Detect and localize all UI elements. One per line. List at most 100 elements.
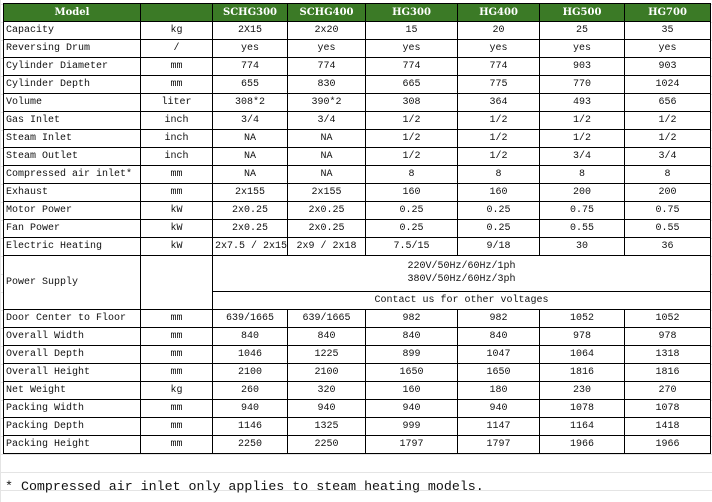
cell-value: 3/4 <box>287 111 366 130</box>
table-row: Exhaust mm 2x155 2x155 160 160 200 200 <box>3 183 711 202</box>
cell-value: 2x0.25 <box>287 201 366 220</box>
cell-value: 1052 <box>624 309 711 328</box>
cell-value: 2100 <box>212 363 288 382</box>
cell-value: 1047 <box>457 345 540 364</box>
table-row: Reversing Drum / yes yes yes yes yes yes <box>3 39 711 58</box>
table-row: Gas Inlet inch 3/4 3/4 1/2 1/2 1/2 1/2 <box>3 111 711 130</box>
cell-value: 1146 <box>212 417 288 436</box>
cell-value: 2x0.25 <box>212 201 288 220</box>
table-row: Volume liter 308*2 390*2 308 364 493 656 <box>3 93 711 112</box>
model-column-header: HG700 <box>624 3 711 22</box>
cell-value: 1/2 <box>365 147 458 166</box>
cell-value: 160 <box>365 183 458 202</box>
cell-value: 364 <box>457 93 540 112</box>
table-row: Cylinder Diameter mm 774 774 774 774 903 903 <box>3 57 711 76</box>
cell-value: 8 <box>457 165 540 184</box>
table-row: Packing Height mm 2250 2250 1797 1797 1966 1966 <box>3 435 711 454</box>
cell-value: 1078 <box>624 399 711 418</box>
row-unit: mm <box>140 57 213 76</box>
cell-value: 1/2 <box>539 111 625 130</box>
cell-value: yes <box>457 39 540 58</box>
cell-value: 656 <box>624 93 711 112</box>
cell-value: 2x0.25 <box>212 219 288 238</box>
row-label: Capacity <box>3 21 141 40</box>
cell-value: 903 <box>624 57 711 76</box>
cell-value: 1064 <box>539 345 625 364</box>
model-column-header: SCHG300 <box>212 3 288 22</box>
cell-value: 390*2 <box>287 93 366 112</box>
cell-value: 7.5/15 <box>365 237 458 256</box>
cell-value: 639/1665 <box>212 309 288 328</box>
row-unit: / <box>140 39 213 58</box>
cell-value: 20 <box>457 21 540 40</box>
cell-value: 3/4 <box>539 147 625 166</box>
cell-value: 2x155 <box>212 183 288 202</box>
table-row: Steam Outlet inch NA NA 1/2 1/2 3/4 3/4 <box>3 147 711 166</box>
cell-value: 830 <box>287 75 366 94</box>
row-unit: liter <box>140 93 213 112</box>
cell-value: 0.75 <box>624 201 711 220</box>
cell-value: 270 <box>624 381 711 400</box>
cell-value: 260 <box>212 381 288 400</box>
row-label: Overall Width <box>3 327 141 346</box>
row-label: Motor Power <box>3 201 141 220</box>
cell-value: 1078 <box>539 399 625 418</box>
cell-value: 200 <box>624 183 711 202</box>
cell-value: 0.25 <box>365 201 458 220</box>
model-column-header: HG500 <box>539 3 625 22</box>
cell-value: 1046 <box>212 345 288 364</box>
row-unit: kW <box>140 201 213 220</box>
cell-value: 1650 <box>365 363 458 382</box>
cell-value: 903 <box>539 57 625 76</box>
cell-value: 655 <box>212 75 288 94</box>
cell-value: 1816 <box>624 363 711 382</box>
cell-value: 1/2 <box>624 111 711 130</box>
row-label: Cylinder Depth <box>3 75 141 94</box>
cell-value: 1418 <box>624 417 711 436</box>
cell-value: 774 <box>457 57 540 76</box>
cell-value: 770 <box>539 75 625 94</box>
row-unit: mm <box>140 435 213 454</box>
table-row: Packing Width mm 940 940 940 940 1078 1078 <box>3 399 711 418</box>
cell-value: 320 <box>287 381 366 400</box>
model-column-header: SCHG400 <box>287 3 366 22</box>
cell-value: 493 <box>539 93 625 112</box>
row-label: Gas Inlet <box>3 111 141 130</box>
cell-value: 0.55 <box>539 219 625 238</box>
cell-value: 8 <box>539 165 625 184</box>
cell-value: 1/2 <box>624 129 711 148</box>
cell-value: 2x20 <box>287 21 366 40</box>
row-label: Reversing Drum <box>3 39 141 58</box>
cell-value: NA <box>287 129 366 148</box>
row-label: Power Supply <box>3 255 141 310</box>
row-label: Compressed air inlet* <box>3 165 141 184</box>
cell-value: 774 <box>287 57 366 76</box>
row-unit: mm <box>140 327 213 346</box>
cell-value: 940 <box>287 399 366 418</box>
cell-value: 775 <box>457 75 540 94</box>
cell-value: 840 <box>457 327 540 346</box>
row-label: Cylinder Diameter <box>3 57 141 76</box>
cell-value: NA <box>287 165 366 184</box>
cell-value: 3/4 <box>624 147 711 166</box>
cell-value: 308 <box>365 93 458 112</box>
cell-value: yes <box>624 39 711 58</box>
row-label: Volume <box>3 93 141 112</box>
cell-value: 1966 <box>539 435 625 454</box>
cell-value: NA <box>287 147 366 166</box>
table-row: Steam Inlet inch NA NA 1/2 1/2 1/2 1/2 <box>3 129 711 148</box>
cell-value: 0.55 <box>624 219 711 238</box>
cell-value: 665 <box>365 75 458 94</box>
row-unit: mm <box>140 417 213 436</box>
cell-value: 774 <box>212 57 288 76</box>
header-row: Model SCHG300 SCHG400 HG300 HG400 HG500 … <box>3 3 711 22</box>
cell-value: 308*2 <box>212 93 288 112</box>
table-row: Compressed air inlet* mm NA NA 8 8 8 8 <box>3 165 711 184</box>
cell-value: 1797 <box>365 435 458 454</box>
cell-value: 978 <box>539 327 625 346</box>
cell-value: 2x7.5 / 2x15 <box>212 237 288 256</box>
cell-value: 940 <box>457 399 540 418</box>
cell-value: 982 <box>457 309 540 328</box>
cell-value: 2X15 <box>212 21 288 40</box>
cell-value: 25 <box>539 21 625 40</box>
